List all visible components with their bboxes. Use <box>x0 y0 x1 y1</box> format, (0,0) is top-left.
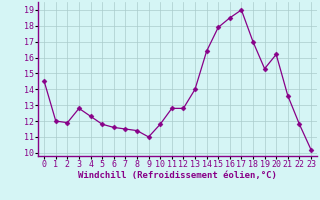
X-axis label: Windchill (Refroidissement éolien,°C): Windchill (Refroidissement éolien,°C) <box>78 171 277 180</box>
